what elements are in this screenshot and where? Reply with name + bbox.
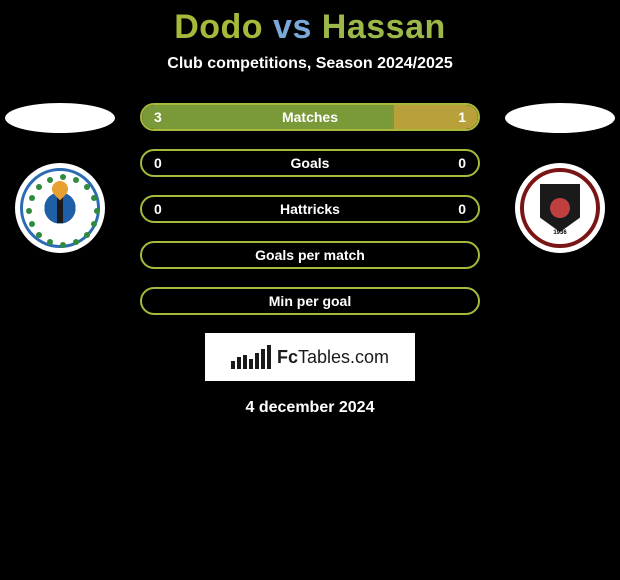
stat-fill-left <box>142 105 394 129</box>
decoration-dot <box>36 184 42 190</box>
decoration-dot <box>84 232 90 238</box>
decoration-dot <box>47 239 53 245</box>
fctables-logo-box: FcTables.com <box>205 333 415 381</box>
stat-value-right: 0 <box>458 201 466 217</box>
player1-photo-placeholder <box>5 103 115 133</box>
decoration-dot <box>94 208 100 214</box>
player2-club-badge: 1936 <box>515 163 605 253</box>
stat-value-left: 0 <box>154 201 162 217</box>
shield-icon <box>540 184 580 232</box>
player2-name: Hassan <box>322 8 446 46</box>
comparison-date: 4 december 2024 <box>0 399 620 417</box>
club-badge-inner-right: 1936 <box>520 168 600 248</box>
logo-bar <box>267 345 271 369</box>
decoration-dot <box>73 177 79 183</box>
decoration-dot <box>84 184 90 190</box>
stat-row: 0 0 Hattricks <box>140 195 480 223</box>
club-badge-inner-left <box>20 168 100 248</box>
fctables-logo-text: FcTables.com <box>277 347 389 368</box>
stat-label: Matches <box>282 109 338 125</box>
club-founding-year: 1936 <box>553 230 566 236</box>
logo-bar <box>231 361 235 369</box>
stat-label: Hattricks <box>280 201 340 217</box>
badge-decoration-dots <box>23 171 97 245</box>
decoration-dot <box>60 174 66 180</box>
logo-bar <box>249 359 253 369</box>
logo-bar <box>261 349 265 369</box>
stat-row: 0 0 Goals <box>140 149 480 177</box>
decoration-dot <box>60 242 66 248</box>
logo-bar <box>237 357 241 369</box>
decoration-dot <box>29 221 35 227</box>
decoration-dot <box>29 195 35 201</box>
decoration-dot <box>47 177 53 183</box>
decoration-dot <box>26 208 32 214</box>
decoration-dot <box>91 195 97 201</box>
decoration-dot <box>91 221 97 227</box>
stat-rows-container: 3 1 Matches 0 0 Goals 0 0 Hattricks Goals per mat… <box>140 103 480 315</box>
decoration-dot <box>73 239 79 245</box>
stat-label: Goals <box>291 155 330 171</box>
main-comparison-area: 1936 3 1 Matches 0 0 Goals 0 0 Hattricks Goals pe… <box>0 103 620 417</box>
stat-value-left: 3 <box>154 109 162 125</box>
competition-subtitle: Club competitions, Season 2024/2025 <box>0 55 620 73</box>
logo-text-bold: Fc <box>277 347 298 367</box>
comparison-title: Dodo vs Hassan <box>0 0 620 47</box>
stat-row: Min per goal <box>140 287 480 315</box>
logo-bar <box>255 353 259 369</box>
stat-label: Min per goal <box>269 293 351 309</box>
logo-bar <box>243 355 247 369</box>
stat-value-left: 0 <box>154 155 162 171</box>
logo-chart-icon <box>231 345 271 369</box>
decoration-dot <box>36 232 42 238</box>
player2-photo-placeholder <box>505 103 615 133</box>
stat-label: Goals per match <box>255 247 365 263</box>
player1-club-badge <box>15 163 105 253</box>
player1-name: Dodo <box>174 8 263 46</box>
logo-text-rest: Tables.com <box>298 347 389 367</box>
stat-value-right: 1 <box>458 109 466 125</box>
vs-text: vs <box>273 8 322 46</box>
stat-row: 3 1 Matches <box>140 103 480 131</box>
shield-inner-icon <box>550 198 570 218</box>
stat-row: Goals per match <box>140 241 480 269</box>
stat-value-right: 0 <box>458 155 466 171</box>
